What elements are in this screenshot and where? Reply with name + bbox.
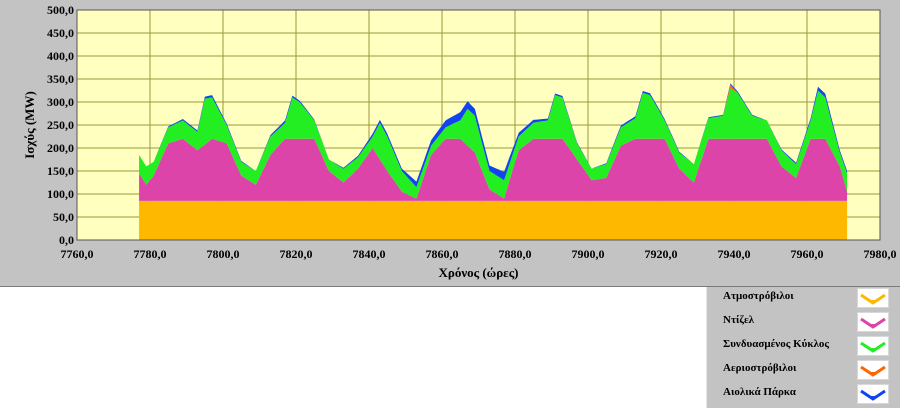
y-tick-label: 200,0 (47, 141, 74, 155)
stacked-area-chart: 7760,0 7780,0 7800,0 7820,0 7840,0 7860,0 7880… (22, 3, 897, 280)
y-tick-label: 150,0 (47, 164, 74, 178)
legend-label: Συνδυασμένος Κύκλος (723, 338, 830, 350)
x-axis-title: Χρόνος (ώρες) (438, 265, 518, 280)
legend-item: Αεριοστρόβιλοι (707, 359, 900, 383)
x-tick-label: 7880,0 (499, 247, 532, 261)
legend-swatch-icon (857, 312, 889, 332)
legend-label: Ατμοστρόβιλοι (723, 290, 794, 302)
y-axis-title: Ισχύς (MW) (22, 91, 37, 159)
legend-swatch-icon (857, 336, 889, 356)
legend-label: Αιολικά Πάρκα (723, 386, 796, 398)
legend-swatch-icon (857, 360, 889, 380)
legend-item: Ατμοστρόβιλοι (707, 287, 900, 311)
series-area-1 (139, 138, 848, 201)
y-tick-label: 400,0 (47, 49, 74, 63)
x-tick-label: 7840,0 (353, 247, 386, 261)
legend-label: Αεριοστρόβιλοι (723, 362, 797, 374)
x-tick-label: 7960,0 (791, 247, 824, 261)
legend-item: Συνδυασμένος Κύκλος (707, 335, 900, 359)
series-layer (139, 83, 848, 240)
y-tick-label: 250,0 (47, 118, 74, 132)
y-tick-label: 0,0 (59, 233, 74, 247)
x-tick-label: 7820,0 (280, 247, 313, 261)
x-tick-label: 7860,0 (426, 247, 459, 261)
y-tick-label: 350,0 (47, 72, 74, 86)
y-tick-label: 100,0 (47, 187, 74, 201)
y-tick-label: 50,0 (53, 210, 74, 224)
legend-swatch-icon (857, 384, 889, 404)
tick-labels: 7760,0 7780,0 7800,0 7820,0 7840,0 7860,0 7880… (47, 3, 897, 261)
x-tick-label: 7900,0 (572, 247, 605, 261)
y-tick-label: 300,0 (47, 95, 74, 109)
chart-panel: 7760,0 7780,0 7800,0 7820,0 7840,0 7860,0 7880… (0, 0, 900, 287)
legend-label: Ντίζελ (723, 314, 755, 326)
x-tick-label: 7920,0 (645, 247, 678, 261)
plot-border (76, 9, 881, 241)
series-area-2 (139, 88, 848, 199)
x-tick-label: 7940,0 (718, 247, 751, 261)
legend-item: Ντίζελ (707, 311, 900, 335)
y-tick-label: 500,0 (47, 3, 74, 17)
legend-item: Αιολικά Πάρκα (707, 383, 900, 407)
legend: Ατμοστρόβιλοι Ντίζελ Συνδυασμένος Κύκλος Αε… (706, 287, 900, 408)
y-tick-label: 450,0 (47, 26, 74, 40)
x-tick-label: 7800,0 (207, 247, 240, 261)
legend-swatch-icon (857, 288, 889, 308)
x-tick-label: 7980,0 (864, 247, 897, 261)
x-tick-label: 7760,0 (61, 247, 94, 261)
x-tick-label: 7780,0 (134, 247, 167, 261)
series-area-0 (139, 200, 848, 240)
